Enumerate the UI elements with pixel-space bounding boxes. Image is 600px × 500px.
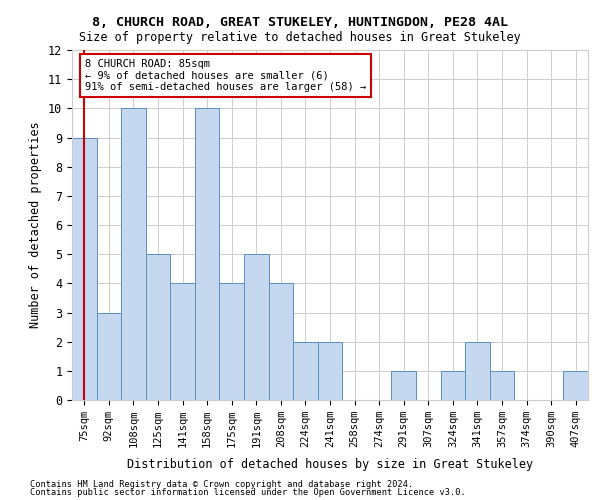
Bar xyxy=(244,254,269,400)
Bar xyxy=(465,342,490,400)
Bar xyxy=(72,138,97,400)
X-axis label: Distribution of detached houses by size in Great Stukeley: Distribution of detached houses by size … xyxy=(127,458,533,471)
Bar xyxy=(293,342,318,400)
Bar xyxy=(97,312,121,400)
Bar xyxy=(563,371,588,400)
Text: 8 CHURCH ROAD: 85sqm
← 9% of detached houses are smaller (6)
91% of semi-detache: 8 CHURCH ROAD: 85sqm ← 9% of detached ho… xyxy=(85,59,366,92)
Bar xyxy=(146,254,170,400)
Bar xyxy=(121,108,146,400)
Bar xyxy=(195,108,220,400)
Bar xyxy=(220,284,244,400)
Text: 8, CHURCH ROAD, GREAT STUKELEY, HUNTINGDON, PE28 4AL: 8, CHURCH ROAD, GREAT STUKELEY, HUNTINGD… xyxy=(92,16,508,29)
Bar xyxy=(170,284,195,400)
Bar xyxy=(440,371,465,400)
Text: Size of property relative to detached houses in Great Stukeley: Size of property relative to detached ho… xyxy=(79,31,521,44)
Text: Contains HM Land Registry data © Crown copyright and database right 2024.: Contains HM Land Registry data © Crown c… xyxy=(30,480,413,489)
Bar xyxy=(490,371,514,400)
Bar xyxy=(318,342,342,400)
Bar xyxy=(269,284,293,400)
Y-axis label: Number of detached properties: Number of detached properties xyxy=(29,122,43,328)
Text: Contains public sector information licensed under the Open Government Licence v3: Contains public sector information licen… xyxy=(30,488,466,497)
Bar xyxy=(391,371,416,400)
